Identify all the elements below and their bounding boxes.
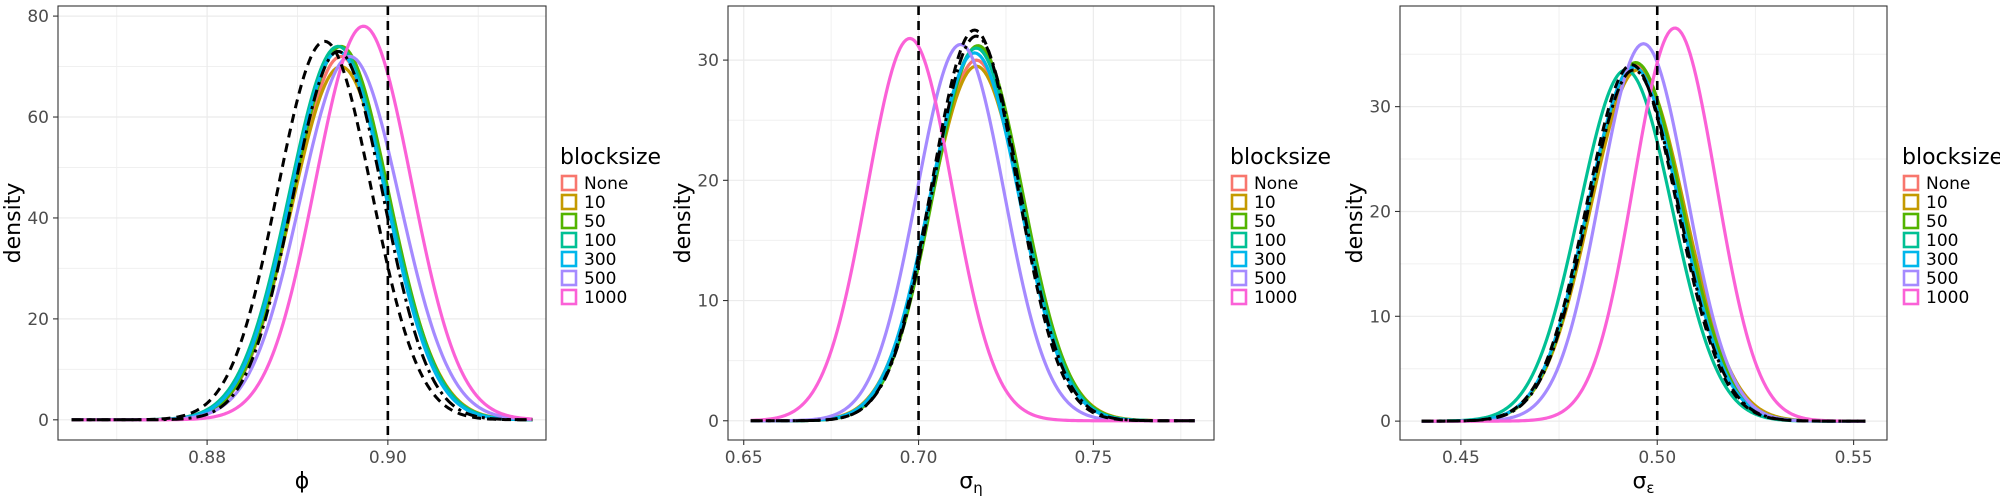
legend-key-1000 [1902,288,1920,306]
x-tick-label: 0.55 [1835,448,1873,468]
y-axis-title: density [671,183,696,264]
chart-panel-2: 0.65 0.70 0.75 0 10 20 30 ση density blocksize Non… [671,5,1331,497]
legend-key-none [560,174,578,192]
y-tick-label: 40 [27,209,49,229]
legend-key-300 [1902,250,1920,268]
density-line-reference-7 [750,28,1195,423]
density-line-reference-8 [71,49,533,422]
panel-border [1399,5,1888,441]
legend-label-100: 100 [1926,231,1958,251]
legend-label-10: 10 [1254,193,1276,213]
x-axis-title: ϕ [295,469,310,494]
legend-key-1000 [1230,288,1248,306]
y-tick-label: 10 [697,292,719,312]
legend-key-100 [1902,231,1920,249]
legend-label-300: 300 [584,250,616,270]
legend-label-none: None [584,174,628,194]
x-tick-label: 0.90 [369,448,407,468]
legend-key-none [1230,174,1248,192]
legend-label-100: 100 [584,231,616,251]
legend-label-500: 500 [584,269,616,289]
legend-label-1000: 1000 [1254,288,1297,308]
y-tick-label: 30 [1369,98,1391,118]
legend-label-500: 500 [1926,269,1958,289]
legend-label-none: None [1254,174,1298,194]
y-axis-title: density [1,183,26,264]
legend-key-1000 [560,288,578,306]
legend-label-300: 300 [1926,250,1958,270]
plot-background [728,6,1214,440]
density-line-reference-8 [1421,68,1866,423]
x-tick-label: 0.88 [188,448,226,468]
legend-label-500: 500 [1254,269,1286,289]
chart-panel-3: 0.45 0.50 0.55 0 10 20 30 σε density blocksize Non… [1343,5,2000,497]
legend-key-10 [1230,193,1248,211]
legend-key-100 [1230,231,1248,249]
y-tick-label: 60 [27,108,49,128]
legend-key-none [1902,174,1920,192]
x-tick-label: 0.45 [1442,448,1480,468]
legend-key-50 [1902,212,1920,230]
legend-key-10 [1902,193,1920,211]
y-tick-label: 10 [1369,307,1391,327]
legend-label-50: 50 [584,212,606,232]
density-line-1000 [1421,26,1866,423]
legend-key-10 [560,193,578,211]
x-axis-title: σε [1632,469,1654,497]
legend-key-100 [560,231,578,249]
y-tick-label: 0 [1380,412,1391,432]
legend-label-10: 10 [584,193,606,213]
y-tick-label: 0 [38,411,49,431]
plot-background [58,6,546,440]
legend-key-50 [1230,212,1248,230]
legend-key-300 [560,250,578,268]
y-axis-title: density [1343,183,1368,264]
y-tick-label: 20 [27,310,49,330]
y-tick-label: 30 [697,51,719,71]
chart-panel-1: 0.88 0.90020406080ϕdensityblocksizeNone10… [1,5,661,494]
legend-title: blocksize [560,145,661,170]
y-tick-label: 0 [708,412,719,432]
x-axis-title: ση [959,469,982,497]
density-line-reference-8 [750,34,1195,423]
y-tick-label: 80 [27,7,49,27]
legend-label-10: 10 [1926,193,1948,213]
x-tick-label: 0.70 [900,448,938,468]
legend-key-500 [1230,269,1248,287]
legend-label-300: 300 [1254,250,1286,270]
legend-key-500 [1902,269,1920,287]
panel-border [727,5,1215,441]
legend-key-50 [560,212,578,230]
legend-label-none: None [1926,174,1970,194]
x-tick-label: 0.50 [1638,448,1676,468]
density-line-reference-7 [1421,63,1866,423]
legend-label-100: 100 [1254,231,1286,251]
legend-title: blocksize [1902,145,2000,170]
legend-key-300 [1230,250,1248,268]
legend-label-1000: 1000 [584,288,627,308]
legend-label-1000: 1000 [1926,288,1969,308]
x-tick-label: 0.75 [1074,448,1112,468]
legend-label-50: 50 [1254,212,1276,232]
legend-label-50: 50 [1926,212,1948,232]
x-tick-label: 0.65 [725,448,763,468]
legend-key-500 [560,269,578,287]
legend-title: blocksize [1230,145,1331,170]
panel-border [57,5,547,441]
y-tick-label: 20 [1369,202,1391,222]
y-tick-label: 20 [697,171,719,191]
